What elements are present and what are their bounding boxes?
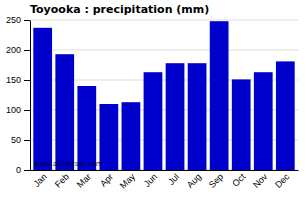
x-tick-label: Jan xyxy=(31,172,48,189)
y-tick-label: 50 xyxy=(11,135,21,145)
bar xyxy=(254,72,273,170)
x-tick: Mar xyxy=(75,172,93,190)
x-tick: Dec xyxy=(273,171,292,190)
x-tick-label: Mar xyxy=(75,172,93,190)
x-tick-label: Feb xyxy=(53,172,71,190)
bar xyxy=(77,86,96,170)
y-tick-mark xyxy=(24,140,30,141)
y-tick: 150 xyxy=(6,75,30,85)
bar xyxy=(33,28,52,170)
x-tick: Jan xyxy=(31,172,48,189)
y-tick: 0 xyxy=(16,165,30,175)
y-tick-label: 100 xyxy=(6,105,21,115)
x-tick: May xyxy=(118,171,137,190)
y-tick: 50 xyxy=(11,135,30,145)
y-tick: 200 xyxy=(6,45,30,55)
y-tick-label: 200 xyxy=(6,45,21,55)
x-tick-label: Sep xyxy=(207,172,225,190)
bar xyxy=(188,63,207,170)
x-tick: Feb xyxy=(53,172,71,190)
x-tick-label: Dec xyxy=(273,171,292,190)
x-tick: Sep xyxy=(207,172,225,190)
grid-line xyxy=(30,20,298,21)
chart: 0 50 100 150 200 250 Jan FebMar AprMay Jun Jul AugS… xyxy=(0,0,306,200)
x-axis-line xyxy=(31,170,299,171)
y-tick-mark xyxy=(24,170,30,171)
y-tick-label: 250 xyxy=(6,15,21,25)
x-tick: Jul xyxy=(166,172,181,187)
y-tick-mark xyxy=(24,50,30,51)
y-tick-label: 0 xyxy=(16,165,21,175)
y-tick-mark xyxy=(24,20,30,21)
grid xyxy=(30,20,298,170)
bar xyxy=(55,54,74,170)
x-axis: Jan FebMar AprMay Jun Jul AugSep OctNovDec xyxy=(31,171,299,191)
annotation: www.allmetsat.com xyxy=(34,160,103,168)
y-axis-line xyxy=(30,21,31,171)
x-tick-label: Jul xyxy=(166,172,181,187)
x-tick: Jun xyxy=(142,172,159,189)
y-tick: 100 xyxy=(6,105,30,115)
y-tick-mark xyxy=(24,110,30,111)
y-tick-mark xyxy=(24,80,30,81)
bar xyxy=(122,102,141,170)
y-tick: 250 xyxy=(6,15,30,25)
bar xyxy=(144,72,163,170)
bar xyxy=(166,63,185,170)
bar xyxy=(232,79,251,170)
grid-line xyxy=(30,50,298,51)
x-tick-label: Aug xyxy=(185,172,203,190)
bar xyxy=(210,21,229,170)
title: Toyooka : precipitation (mm) xyxy=(30,3,209,16)
x-tick: Apr xyxy=(98,172,115,189)
bar xyxy=(276,61,295,170)
x-tick: Nov xyxy=(251,171,270,190)
bars xyxy=(33,21,294,170)
x-tick-label: Jun xyxy=(142,172,159,189)
x-tick-label: Apr xyxy=(98,172,115,189)
x-tick: Aug xyxy=(185,172,203,190)
x-tick-label: May xyxy=(118,171,137,190)
y-axis: 0 50 100 150 200 250 xyxy=(6,15,31,175)
x-tick: Oct xyxy=(230,171,247,188)
x-tick-label: Nov xyxy=(251,171,270,190)
plot: 0 50 100 150 200 250 Jan FebMar AprMay Jun Jul AugS… xyxy=(6,15,299,190)
y-tick-label: 150 xyxy=(6,75,21,85)
x-tick-label: Oct xyxy=(230,171,247,188)
